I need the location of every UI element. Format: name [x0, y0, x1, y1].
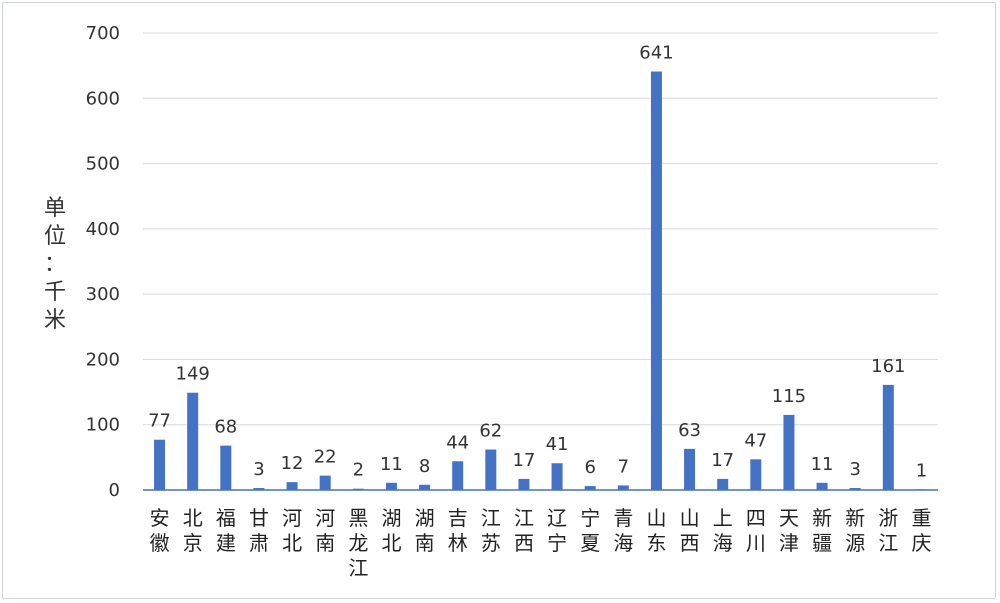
category-label: 河北 [282, 506, 302, 555]
category-label: 新疆 [812, 506, 832, 555]
bar [452, 461, 464, 490]
y-tick-label: 200 [86, 349, 120, 370]
y-tick-label: 400 [86, 219, 120, 240]
bar [849, 488, 861, 490]
data-label: 7 [618, 456, 629, 477]
data-label: 11 [811, 454, 834, 475]
category-label: 北京 [183, 506, 203, 555]
bar [220, 445, 232, 490]
data-label: 115 [772, 386, 806, 407]
bar [518, 478, 530, 490]
data-label: 17 [711, 450, 734, 471]
category-label: 上海 [713, 506, 733, 555]
data-label: 68 [214, 417, 237, 438]
y-axis-label: 单位：千米 [44, 196, 66, 333]
category-label: 天津 [779, 506, 799, 555]
bar [385, 482, 397, 490]
y-tick-label: 500 [86, 154, 120, 175]
y-axis-title: 单位：千米 [44, 196, 66, 333]
y-tick-label: 700 [86, 23, 120, 44]
y-tick-label: 600 [86, 88, 120, 109]
bar [617, 485, 629, 490]
data-label: 11 [380, 454, 403, 475]
data-label: 47 [744, 430, 767, 451]
data-label: 62 [479, 421, 502, 442]
data-label: 77 [148, 411, 171, 432]
category-label: 湖南 [415, 506, 435, 555]
data-label: 149 [176, 364, 210, 385]
bar [783, 414, 795, 490]
bar [551, 463, 563, 490]
category-label: 重庆 [911, 506, 931, 555]
category-label: 安徽 [150, 506, 170, 555]
category-label: 河南 [315, 506, 335, 555]
data-label: 641 [639, 43, 673, 64]
bar [650, 71, 662, 491]
data-label: 2 [353, 460, 364, 481]
category-label: 浙江 [878, 506, 898, 555]
data-label: 8 [419, 456, 430, 477]
data-label: 63 [678, 420, 701, 441]
category-label: 江西 [514, 506, 534, 555]
category-label: 甘肃 [249, 506, 269, 555]
category-label: 辽宁 [547, 506, 567, 555]
y-tick-label: 100 [86, 415, 120, 436]
y-axis-ticks: 0 100 200 300 400 500 600 700 [86, 23, 120, 501]
bar [750, 459, 762, 490]
category-labels: 安徽北京福建甘肃河北河南黑龙江湖北湖南吉林江苏江西辽宁宁夏青海山东山西上海四川天… [150, 506, 932, 580]
data-label: 161 [871, 356, 905, 377]
bar [286, 482, 298, 490]
data-label: 17 [512, 450, 535, 471]
data-label: 3 [253, 459, 264, 480]
category-label: 宁夏 [580, 506, 600, 555]
bar [253, 488, 265, 490]
category-label: 湖北 [381, 506, 401, 555]
gridlines [143, 32, 938, 426]
category-label: 江苏 [481, 506, 501, 555]
y-tick-label: 0 [109, 480, 120, 501]
category-label: 黑龙江 [348, 506, 368, 580]
bar [816, 482, 828, 490]
data-label: 12 [281, 453, 304, 474]
bar [882, 384, 894, 490]
bar [319, 475, 331, 490]
data-label: 1 [916, 460, 927, 481]
bar [187, 392, 199, 490]
category-label: 青海 [613, 506, 633, 555]
bars [154, 71, 927, 491]
category-label: 山西 [680, 506, 700, 555]
data-label: 6 [584, 457, 595, 478]
bar [584, 486, 596, 490]
bar [485, 449, 497, 490]
data-label: 41 [546, 434, 569, 455]
category-label: 福建 [216, 506, 236, 555]
bar [717, 478, 729, 490]
category-label: 吉林 [448, 506, 468, 555]
bar [154, 439, 166, 490]
data-label: 22 [314, 447, 337, 468]
category-label: 四川 [746, 506, 766, 555]
bar [419, 484, 431, 490]
data-label: 44 [446, 432, 469, 453]
y-tick-label: 300 [86, 284, 120, 305]
data-label: 3 [849, 459, 860, 480]
category-label: 新源 [845, 506, 865, 555]
category-label: 山东 [646, 506, 666, 555]
bar [684, 448, 696, 490]
